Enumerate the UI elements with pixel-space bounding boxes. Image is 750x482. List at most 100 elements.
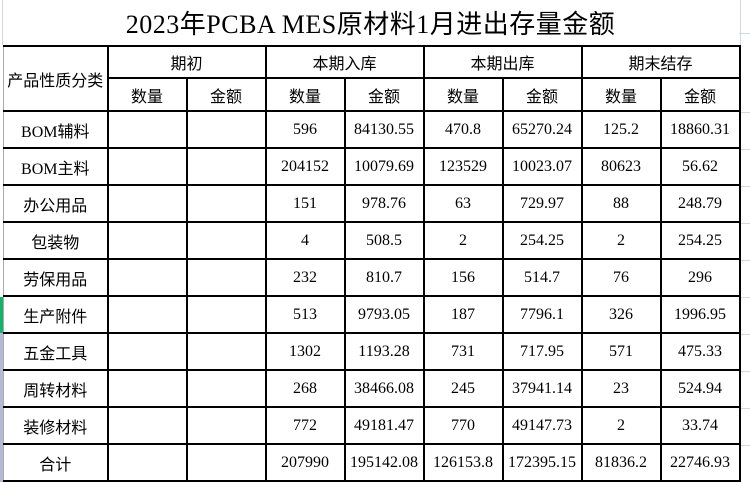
row-label-cell[interactable]: BOM辅料	[3, 110, 109, 149]
data-cell[interactable]: 717.95	[501, 332, 583, 371]
sub-header-cell[interactable]: 金额	[343, 77, 425, 112]
sub-header-cell[interactable]: 金额	[501, 77, 583, 112]
data-cell[interactable]: 508.5	[343, 221, 425, 260]
row-label-cell[interactable]: 周转材料	[3, 369, 109, 408]
data-cell[interactable]: 84130.55	[343, 110, 425, 149]
data-cell[interactable]: 7796.1	[501, 295, 583, 334]
data-cell[interactable]: 63	[422, 184, 504, 223]
data-cell[interactable]: 248.79	[659, 184, 741, 223]
data-cell[interactable]: 76	[580, 258, 662, 297]
data-cell[interactable]: 187	[422, 295, 504, 334]
data-cell[interactable]: 81836.2	[580, 443, 662, 482]
group-header-cell[interactable]: 期末结存	[580, 45, 741, 79]
data-cell[interactable]: 571	[580, 332, 662, 371]
data-cell[interactable]: 1996.95	[659, 295, 741, 334]
data-cell[interactable]: 4	[264, 221, 346, 260]
data-cell[interactable]: 56.62	[659, 147, 741, 186]
data-cell[interactable]: 2	[580, 221, 662, 260]
row-label-cell[interactable]: 装修材料	[3, 406, 109, 445]
sub-header-cell[interactable]: 金额	[185, 77, 267, 112]
group-header-cell[interactable]: 本期出库	[422, 45, 583, 79]
data-cell[interactable]: 731	[422, 332, 504, 371]
data-cell[interactable]: 254.25	[501, 221, 583, 260]
data-cell[interactable]	[185, 221, 267, 260]
data-cell[interactable]	[185, 147, 267, 186]
data-cell[interactable]: 514.7	[501, 258, 583, 297]
row-label-cell[interactable]: BOM主料	[3, 147, 109, 186]
group-header-cell[interactable]: 期初	[106, 45, 267, 79]
data-cell[interactable]: 207990	[264, 443, 346, 482]
data-cell[interactable]: 2	[422, 221, 504, 260]
data-cell[interactable]: 1193.28	[343, 332, 425, 371]
data-cell[interactable]: 123529	[422, 147, 504, 186]
data-cell[interactable]: 9793.05	[343, 295, 425, 334]
data-cell[interactable]: 38466.08	[343, 369, 425, 408]
data-cell[interactable]: 65270.24	[501, 110, 583, 149]
sub-header-cell[interactable]: 数量	[106, 77, 188, 112]
data-cell[interactable]: 10023.07	[501, 147, 583, 186]
data-cell[interactable]: 37941.14	[501, 369, 583, 408]
data-cell[interactable]: 810.7	[343, 258, 425, 297]
data-cell[interactable]: 2	[580, 406, 662, 445]
data-cell[interactable]	[185, 295, 267, 334]
data-cell[interactable]: 10079.69	[343, 147, 425, 186]
data-cell[interactable]: 156	[422, 258, 504, 297]
data-cell[interactable]	[106, 332, 188, 371]
data-cell[interactable]	[185, 110, 267, 149]
data-cell[interactable]: 1302	[264, 332, 346, 371]
data-cell[interactable]	[185, 406, 267, 445]
data-cell[interactable]	[106, 406, 188, 445]
sub-header-cell[interactable]: 金额	[659, 77, 741, 112]
data-cell[interactable]: 49181.47	[343, 406, 425, 445]
data-cell[interactable]: 18860.31	[659, 110, 741, 149]
row-label-cell[interactable]: 合计	[3, 443, 109, 482]
data-cell[interactable]: 772	[264, 406, 346, 445]
data-cell[interactable]: 729.97	[501, 184, 583, 223]
data-cell[interactable]	[106, 221, 188, 260]
data-cell[interactable]: 80623	[580, 147, 662, 186]
data-cell[interactable]	[185, 369, 267, 408]
data-cell[interactable]	[106, 147, 188, 186]
data-cell[interactable]	[106, 184, 188, 223]
data-cell[interactable]: 326	[580, 295, 662, 334]
group-header-cell[interactable]: 本期入库	[264, 45, 425, 79]
row-label-cell[interactable]: 劳保用品	[3, 258, 109, 297]
corner-header-cell[interactable]: 产品性质分类	[3, 45, 109, 112]
data-cell[interactable]: 22746.93	[659, 443, 741, 482]
data-cell[interactable]: 245	[422, 369, 504, 408]
data-cell[interactable]: 88	[580, 184, 662, 223]
data-cell[interactable]	[106, 110, 188, 149]
data-cell[interactable]: 125.2	[580, 110, 662, 149]
data-cell[interactable]: 254.25	[659, 221, 741, 260]
data-cell[interactable]	[185, 443, 267, 482]
data-cell[interactable]: 195142.08	[343, 443, 425, 482]
data-cell[interactable]: 475.33	[659, 332, 741, 371]
data-cell[interactable]	[106, 258, 188, 297]
data-cell[interactable]: 470.8	[422, 110, 504, 149]
data-cell[interactable]: 23	[580, 369, 662, 408]
data-cell[interactable]: 126153.8	[422, 443, 504, 482]
data-cell[interactable]	[106, 369, 188, 408]
data-cell[interactable]	[185, 332, 267, 371]
data-cell[interactable]: 232	[264, 258, 346, 297]
data-cell[interactable]: 49147.73	[501, 406, 583, 445]
row-label-cell[interactable]: 办公用品	[3, 184, 109, 223]
data-cell[interactable]	[106, 443, 188, 482]
data-cell[interactable]: 151	[264, 184, 346, 223]
data-cell[interactable]: 524.94	[659, 369, 741, 408]
data-cell[interactable]: 770	[422, 406, 504, 445]
data-cell[interactable]: 172395.15	[501, 443, 583, 482]
data-cell[interactable]	[185, 184, 267, 223]
row-label-cell[interactable]: 包装物	[3, 221, 109, 260]
sub-header-cell[interactable]: 数量	[264, 77, 346, 112]
data-cell[interactable]: 978.76	[343, 184, 425, 223]
row-label-cell[interactable]: 生产附件	[3, 295, 109, 334]
data-cell[interactable]: 513	[264, 295, 346, 334]
data-cell[interactable]	[185, 258, 267, 297]
data-cell[interactable]: 204152	[264, 147, 346, 186]
data-cell[interactable]: 33.74	[659, 406, 741, 445]
row-label-cell[interactable]: 五金工具	[3, 332, 109, 371]
data-cell[interactable]	[106, 295, 188, 334]
sub-header-cell[interactable]: 数量	[422, 77, 504, 112]
data-cell[interactable]: 268	[264, 369, 346, 408]
